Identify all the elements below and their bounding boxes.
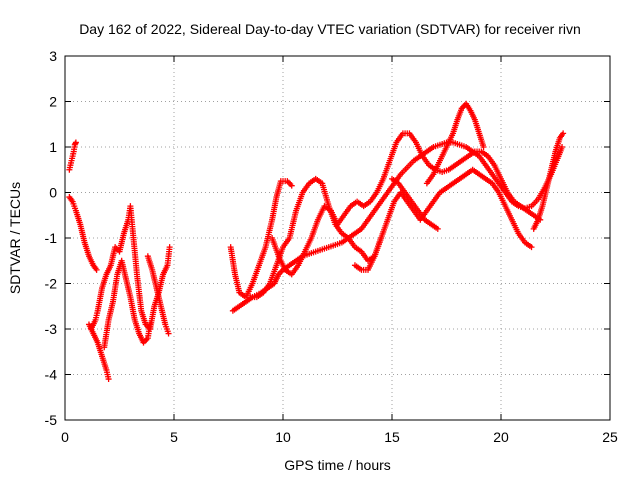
grid-lines: [65, 56, 610, 420]
series-arc15: [530, 130, 567, 232]
chart-title: Day 162 of 2022, Sidereal Day-to-day VTE…: [79, 21, 581, 37]
data-point: [93, 266, 100, 273]
data-point: [480, 144, 487, 150]
y-axis-label: SDTVAR / TECUs: [7, 182, 23, 294]
series-arc14: [423, 100, 487, 187]
x-tick-label: 5: [170, 429, 178, 445]
data-point: [166, 244, 173, 251]
series-arc2: [66, 194, 100, 273]
data-points: [66, 100, 567, 383]
series-arc13: [389, 175, 441, 232]
x-tick-label: 25: [602, 429, 618, 445]
data-point: [72, 139, 79, 146]
data-point: [434, 225, 441, 232]
series-arc6: [147, 244, 173, 332]
data-point: [560, 130, 567, 137]
series-arc7: [144, 253, 172, 337]
y-tick-label: 1: [49, 139, 57, 155]
data-point: [288, 182, 295, 189]
series-arc8: [227, 178, 295, 301]
y-tick-label: 0: [49, 185, 57, 201]
y-tick-label: -4: [45, 367, 58, 383]
x-axis-label: GPS time / hours: [284, 457, 391, 473]
x-tick-label: 15: [384, 429, 400, 445]
data-point: [105, 376, 112, 383]
x-tick-label: 10: [275, 429, 291, 445]
y-tick-label: -2: [45, 276, 58, 292]
data-point: [165, 330, 172, 337]
y-tick-label: -3: [45, 321, 58, 337]
series-arc3: [85, 321, 112, 383]
x-tick-label: 0: [61, 429, 69, 445]
series-arc1: [66, 139, 79, 173]
data-point: [528, 244, 535, 251]
y-tick-label: 2: [49, 94, 57, 110]
y-tick-label: -5: [45, 412, 58, 428]
x-tick-label: 20: [493, 429, 509, 445]
x-axis-ticks: 0 5 10 15 20 25: [61, 56, 618, 445]
y-tick-label: 3: [49, 48, 57, 64]
y-tick-label: -1: [45, 230, 58, 246]
data-point: [559, 144, 566, 150]
y-axis-ticks: -5 -4 -3 -2 -1 0 1 2 3: [45, 48, 610, 428]
